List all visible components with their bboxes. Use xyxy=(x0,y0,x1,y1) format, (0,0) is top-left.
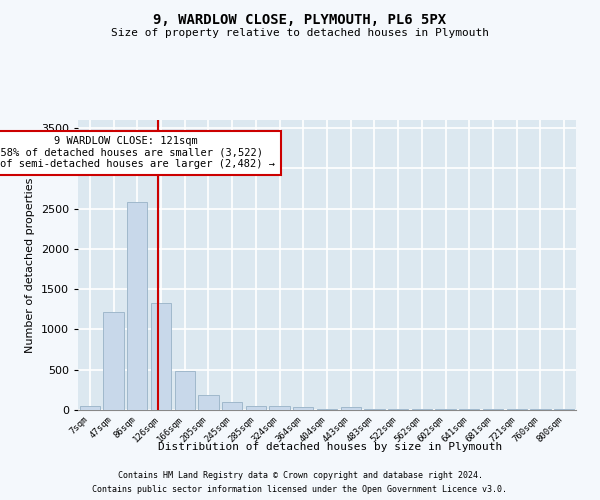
Bar xyxy=(222,402,242,410)
Text: Contains public sector information licensed under the Open Government Licence v3: Contains public sector information licen… xyxy=(92,484,508,494)
Bar xyxy=(151,303,171,410)
Y-axis label: Number of detached properties: Number of detached properties xyxy=(25,178,35,352)
Text: Contains HM Land Registry data © Crown copyright and database right 2024.: Contains HM Land Registry data © Crown c… xyxy=(118,472,482,480)
Bar xyxy=(199,394,218,410)
Text: Distribution of detached houses by size in Plymouth: Distribution of detached houses by size … xyxy=(158,442,502,452)
Bar xyxy=(246,406,266,410)
Bar xyxy=(341,407,361,410)
Text: 9 WARDLOW CLOSE: 121sqm
← 58% of detached houses are smaller (3,522)
41% of semi: 9 WARDLOW CLOSE: 121sqm ← 58% of detache… xyxy=(0,136,275,170)
Bar xyxy=(103,312,124,410)
Text: Size of property relative to detached houses in Plymouth: Size of property relative to detached ho… xyxy=(111,28,489,38)
Bar xyxy=(127,202,148,410)
Bar xyxy=(269,406,290,410)
Text: 9, WARDLOW CLOSE, PLYMOUTH, PL6 5PX: 9, WARDLOW CLOSE, PLYMOUTH, PL6 5PX xyxy=(154,12,446,26)
Bar xyxy=(80,406,100,410)
Bar xyxy=(293,407,313,410)
Bar xyxy=(175,370,195,410)
